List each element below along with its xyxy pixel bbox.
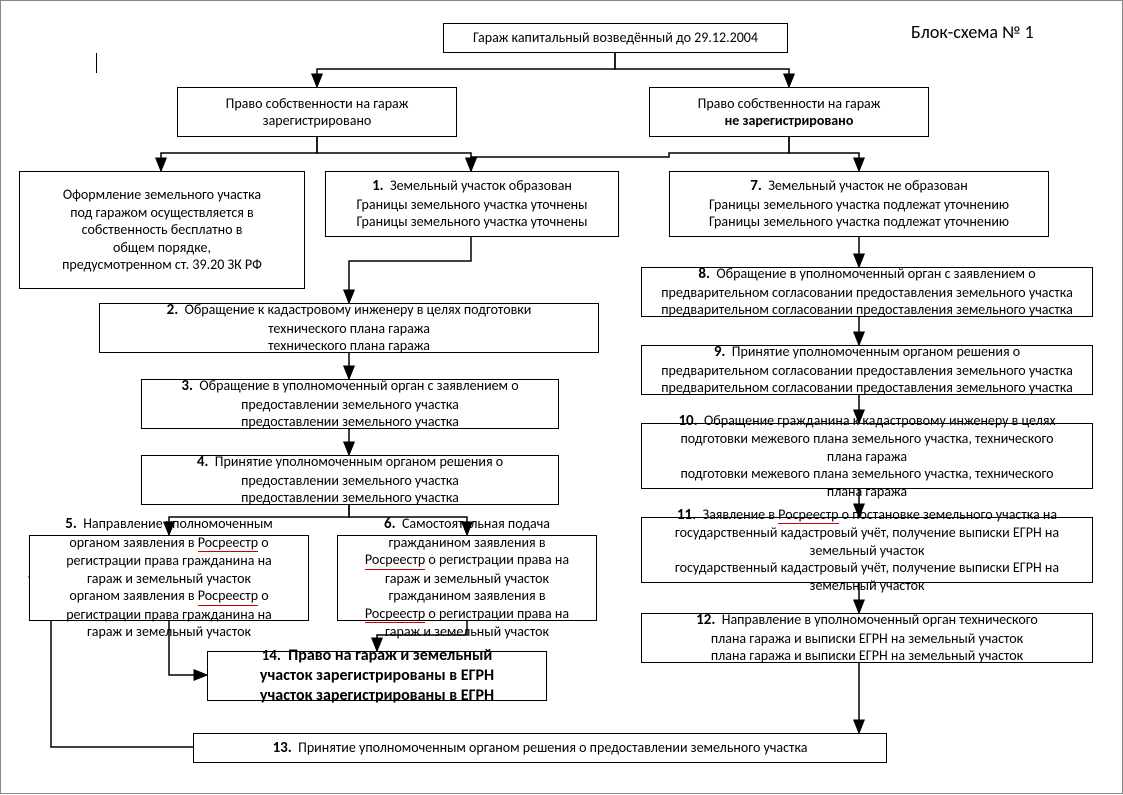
edge-4: [471, 137, 789, 171]
node-n2: 2. Обращение к кадастровому инженеру в ц…: [99, 303, 599, 353]
node-n7: 7. Земельный участок не образованГраницы…: [669, 171, 1049, 237]
node-nA: Право собственности на гаражзарегистриро…: [177, 87, 457, 137]
node-n0: Гараж капитальный возведённый до 29.12.2…: [443, 23, 788, 53]
node-nB: Право собственности на гаражне зарегистр…: [649, 87, 929, 137]
node-n11: 11. Заявление в Росреестр о постановке з…: [641, 517, 1093, 583]
edge-1: [615, 53, 789, 87]
node-n1: 1. Земельный участок образованГраницы зе…: [325, 171, 619, 237]
node-n9: 9. Принятие уполномоченным органом решен…: [641, 345, 1093, 395]
node-n5: 5. Направление уполномоченныморганом зая…: [29, 535, 309, 621]
node-n8: 8. Обращение в уполномоченный орган с за…: [641, 267, 1093, 317]
node-nC: Оформление земельного участкапод гаражом…: [19, 171, 305, 289]
edge-6: [349, 237, 471, 303]
node-n12: 12. Направление в уполномоченный орган т…: [641, 613, 1093, 663]
node-n14: 14. Право на гараж и земельныйучасток за…: [207, 651, 547, 701]
edge-5: [789, 137, 859, 171]
edge-2: [161, 137, 317, 171]
diagram-title: Блок-схема № 1: [911, 21, 1034, 43]
node-n6: 6. Самостоятельная подачагражданином зая…: [337, 535, 597, 621]
node-n10: 10. Обращение гражданина к кадастровому …: [641, 423, 1093, 489]
flowchart-canvas: Блок-схема № 1 Гараж капитальный возведё…: [0, 0, 1123, 794]
text-cursor: [96, 53, 97, 73]
node-n13: 13. Принятие уполномоченным органом реше…: [193, 733, 887, 763]
node-n4: 4. Принятие уполномоченным органом решен…: [141, 455, 559, 505]
node-n3: 3. Обращение в уполномоченный орган с за…: [141, 379, 559, 429]
edge-0: [317, 53, 615, 87]
edge-3: [317, 137, 471, 171]
